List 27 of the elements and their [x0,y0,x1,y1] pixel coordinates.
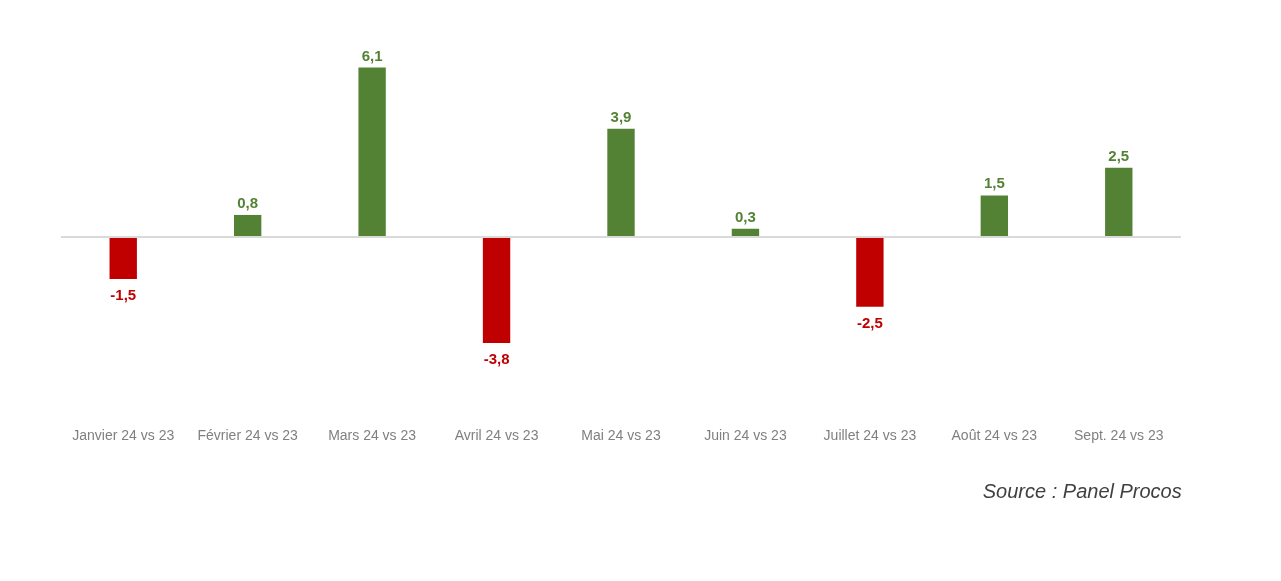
x-tick-label: Janvier 24 vs 23 [72,426,175,443]
x-tick-label: Sept. 24 vs 23 [1074,426,1164,443]
data-label: 1,5 [983,174,1005,192]
x-tick-label: Juillet 24 vs 23 [823,426,917,443]
bar [109,237,137,279]
bar [607,128,635,238]
bar [482,237,511,343]
data-label: 6,1 [361,46,383,64]
x-tick-label: Mai 24 vs 23 [581,426,661,443]
data-label: -2,5 [856,313,883,331]
x-tick-label: Avril 24 vs 23 [454,426,539,443]
bar [980,195,1009,238]
x-tick-label: Juin 24 vs 23 [704,426,787,443]
data-label: 3,9 [610,107,632,125]
x-tick-label: Février 24 vs 23 [197,426,299,443]
x-tick-label: Mars 24 vs 23 [328,426,417,443]
bar [233,214,262,238]
bar [856,237,884,307]
data-label: -3,8 [483,349,510,367]
source-note: Source : Panel Procos [982,480,1182,502]
bar [1105,167,1133,238]
x-tick-label: Août 24 vs 23 [951,426,1038,443]
data-label: 0,3 [735,207,756,225]
bar [358,67,386,238]
data-label: 2,5 [1108,146,1130,164]
data-label: -1,5 [110,285,137,303]
data-label: 0,8 [237,193,259,211]
